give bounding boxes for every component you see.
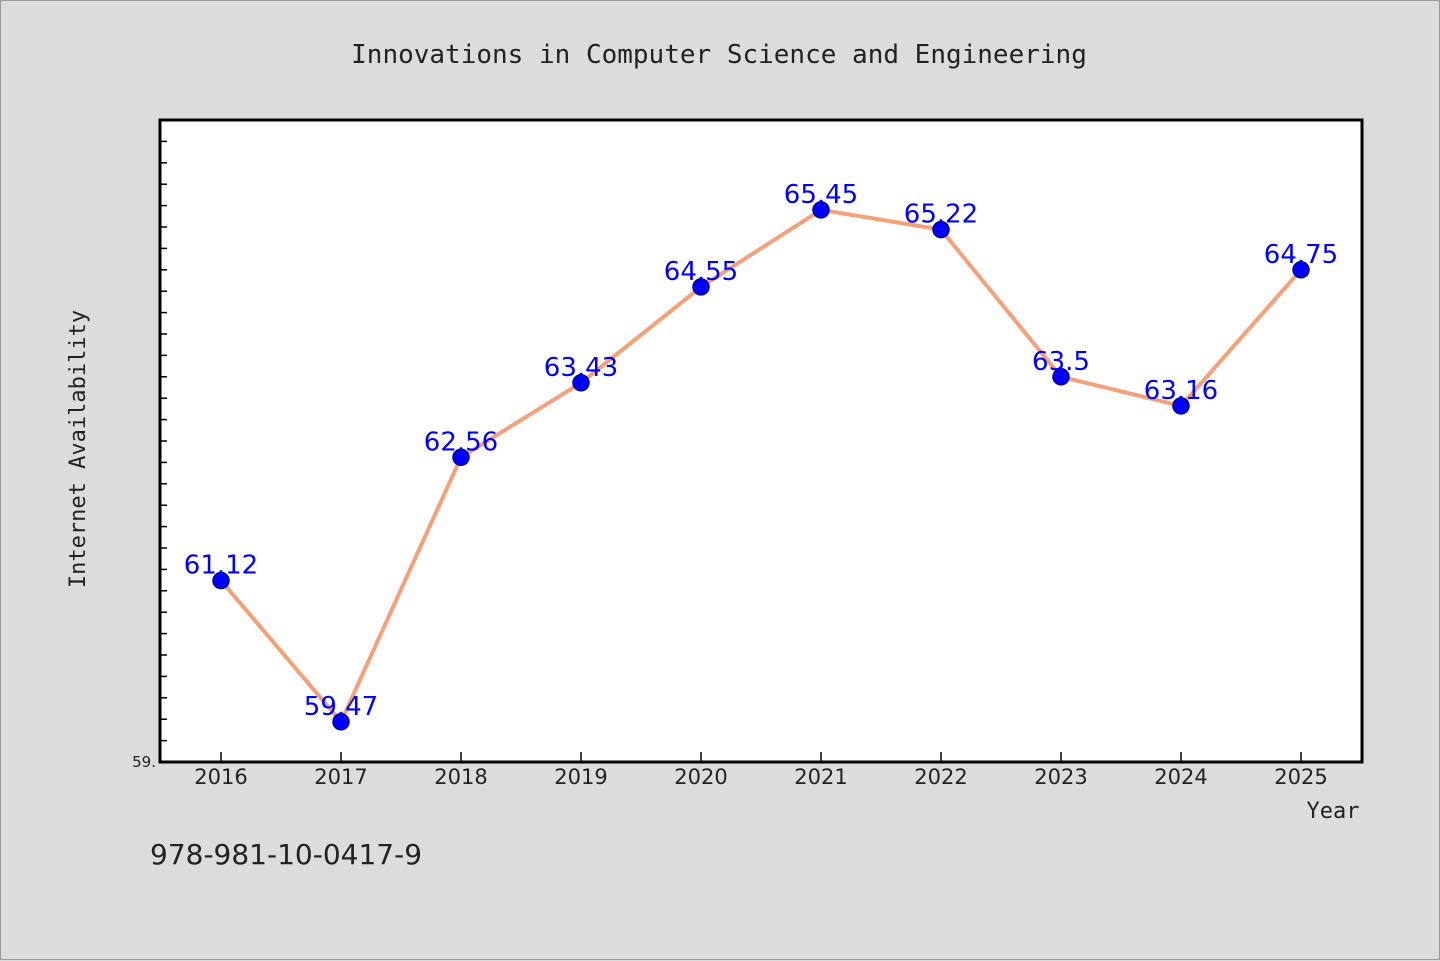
x-tick-label: 2021: [794, 765, 847, 789]
data-label: 61.12: [184, 551, 258, 581]
y-axis-label: Internet Availability: [66, 310, 91, 588]
data-point: [692, 278, 710, 296]
x-tick-label: 2017: [314, 765, 367, 789]
y-tick-label: 59.: [132, 753, 156, 771]
x-tick-label: 2023: [1034, 765, 1087, 789]
x-tick-label: 2025: [1274, 765, 1327, 789]
data-label: 64.55: [664, 257, 738, 287]
data-label: 59.47: [304, 692, 378, 722]
x-tick-label: 2020: [674, 765, 727, 789]
data-label: 65.22: [904, 200, 978, 230]
x-tick-label: 2024: [1154, 765, 1207, 789]
series-line: [219, 207, 1303, 724]
x-tick-label: 2018: [434, 765, 487, 789]
data-point: [212, 571, 230, 590]
data-label: 65.45: [784, 180, 858, 210]
chart-title: Innovations in Computer Science and Engi…: [351, 40, 1087, 70]
data-point: [1172, 397, 1190, 415]
data-point: [1052, 368, 1070, 386]
data-label: 63.43: [544, 353, 618, 383]
data-point: [332, 713, 350, 731]
data-label: 63.16: [1144, 376, 1218, 406]
data-label: 64.75: [1264, 240, 1338, 270]
data-point: [1292, 261, 1310, 279]
data-point: [812, 201, 830, 219]
data-label: 63.5: [1032, 347, 1090, 377]
data-point: [932, 220, 950, 239]
data-point: [572, 374, 590, 392]
data-point: [452, 448, 470, 467]
plot-frame: [158, 118, 1364, 764]
x-tick-label: 2016: [194, 765, 247, 789]
x-tick-label: 2019: [554, 765, 607, 789]
x-axis-label: Year: [1307, 799, 1360, 824]
data-label: 62.56: [424, 427, 498, 457]
x-tick-label: 2022: [914, 765, 967, 789]
footer-isbn: 978-981-10-0417-9: [150, 838, 422, 871]
series-group: 61.12 59.47 62.56 63.43 64.55 65.45 65.22 63.5 6…: [184, 180, 1338, 731]
x-axis-ticks: 2016 2017 2018 2019 2020 2021 2022 2023 2024 2025: [194, 752, 1328, 789]
plot-area: [160, 120, 1362, 762]
